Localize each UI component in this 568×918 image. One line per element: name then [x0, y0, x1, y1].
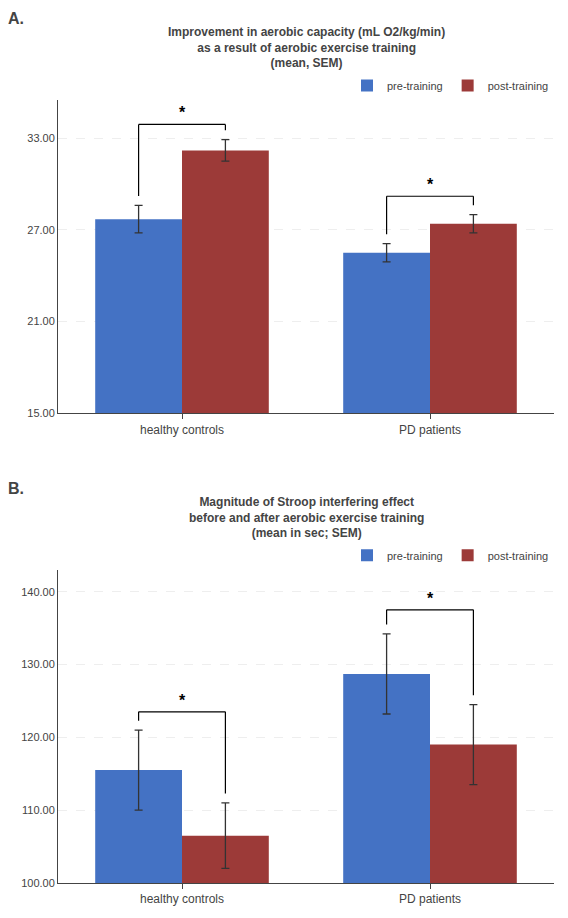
svg-text:*: * [427, 176, 434, 193]
svg-text:pre-training: pre-training [387, 550, 443, 562]
svg-text:post-training: post-training [488, 550, 549, 562]
svg-text:100.00: 100.00 [21, 877, 55, 889]
svg-text:post-training: post-training [488, 80, 549, 92]
svg-text:PD patients: PD patients [399, 423, 461, 437]
svg-text:120.00: 120.00 [21, 731, 55, 743]
svg-text:PD patients: PD patients [399, 892, 461, 906]
svg-text:15.00: 15.00 [27, 407, 55, 419]
svg-text:pre-training: pre-training [387, 80, 443, 92]
svg-text:21.00: 21.00 [27, 315, 55, 327]
svg-text:110.00: 110.00 [22, 804, 55, 816]
svg-text:Improvement in aerobic capacit: Improvement in aerobic capacity (mL O2/k… [168, 25, 445, 70]
svg-text:A.: A. [8, 10, 24, 27]
svg-text:130.00: 130.00 [21, 658, 55, 670]
svg-text:27.00: 27.00 [27, 224, 55, 236]
svg-text:healthy controls: healthy controls [140, 423, 224, 437]
svg-text:Magnitude of Stroop interferin: Magnitude of Stroop interfering effectbe… [189, 495, 424, 540]
svg-text:B.: B. [8, 480, 24, 497]
svg-text:33.00: 33.00 [27, 132, 55, 144]
svg-text:healthy controls: healthy controls [140, 892, 224, 906]
svg-text:*: * [427, 590, 434, 607]
svg-text:*: * [179, 104, 186, 121]
svg-text:140.00: 140.00 [21, 586, 55, 598]
svg-text:*: * [179, 692, 186, 709]
